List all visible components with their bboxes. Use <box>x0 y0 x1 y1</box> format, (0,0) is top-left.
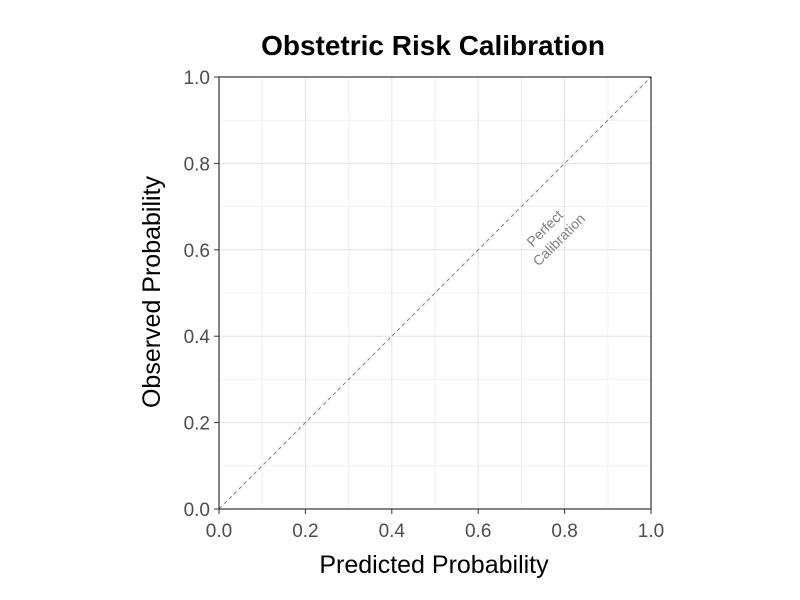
perfect-calibration-line <box>218 76 652 510</box>
x-tick-label: 0.8 <box>551 521 577 542</box>
y-tick-label: 0.0 <box>184 500 210 521</box>
y-axis-ticks: 0.0 0.2 0.4 0.6 0.8 1.0 <box>184 68 219 521</box>
x-tick-label: 0.0 <box>206 521 232 542</box>
y-tick-label: 0.6 <box>184 241 210 262</box>
plot-panel-border <box>218 76 652 510</box>
y-tick-label: 0.4 <box>184 327 211 348</box>
y-tick-label: 1.0 <box>184 68 210 89</box>
x-axis-ticks: 0.0 0.2 0.4 0.6 0.8 1.0 <box>206 509 664 542</box>
x-tick-label: 0.4 <box>379 521 406 542</box>
x-tick-label: 1.0 <box>638 521 664 542</box>
y-tick-label: 0.8 <box>184 154 210 175</box>
y-tick-label: 0.2 <box>184 414 210 435</box>
minor-gridlines <box>219 77 651 509</box>
x-tick-label: 0.2 <box>292 521 318 542</box>
y-axis-label: Observed Probability <box>138 175 166 408</box>
x-axis-label: Predicted Probability <box>319 551 549 579</box>
chart-title: Obstetric Risk Calibration <box>261 30 605 61</box>
perfect-calibration-annotation: Perfect Calibration <box>517 198 588 269</box>
x-tick-label: 0.6 <box>465 521 491 542</box>
